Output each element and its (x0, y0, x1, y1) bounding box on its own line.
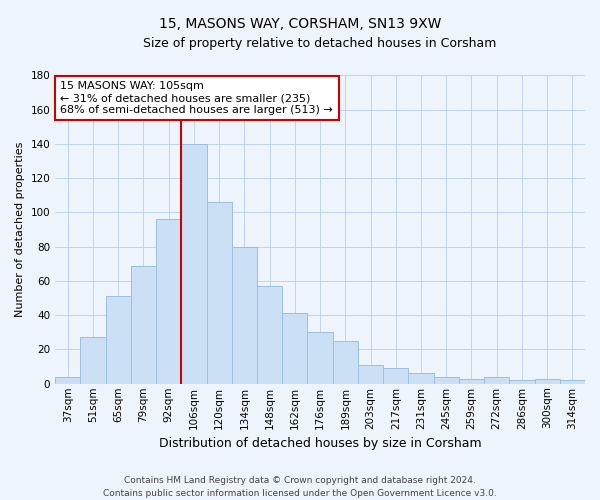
Text: 15, MASONS WAY, CORSHAM, SN13 9XW: 15, MASONS WAY, CORSHAM, SN13 9XW (159, 18, 441, 32)
Bar (106, 296, 131, 384)
Bar (80, 338, 106, 384)
Bar (535, 378, 560, 384)
Bar (232, 246, 257, 384)
Bar (307, 332, 332, 384)
Bar (509, 380, 535, 384)
Bar (156, 219, 181, 384)
X-axis label: Distribution of detached houses by size in Corsham: Distribution of detached houses by size … (159, 437, 481, 450)
Bar (332, 341, 358, 384)
Bar (257, 286, 282, 384)
Bar (206, 202, 232, 384)
Bar (282, 314, 307, 384)
Bar (358, 365, 383, 384)
Y-axis label: Number of detached properties: Number of detached properties (15, 142, 25, 317)
Bar (181, 144, 206, 384)
Bar (409, 374, 434, 384)
Bar (131, 266, 156, 384)
Title: Size of property relative to detached houses in Corsham: Size of property relative to detached ho… (143, 38, 497, 51)
Text: 15 MASONS WAY: 105sqm
← 31% of detached houses are smaller (235)
68% of semi-det: 15 MASONS WAY: 105sqm ← 31% of detached … (61, 82, 333, 114)
Bar (560, 380, 585, 384)
Bar (55, 377, 80, 384)
Bar (484, 377, 509, 384)
Bar (434, 377, 459, 384)
Text: Contains HM Land Registry data © Crown copyright and database right 2024.
Contai: Contains HM Land Registry data © Crown c… (103, 476, 497, 498)
Bar (383, 368, 409, 384)
Bar (459, 378, 484, 384)
